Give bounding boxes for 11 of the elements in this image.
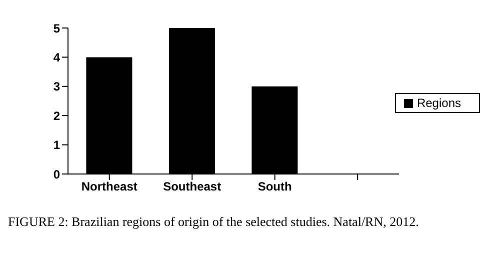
x-tick-label: Northeast (81, 180, 138, 194)
y-tick-label: 2 (53, 108, 60, 123)
y-tick-label: 4 (53, 50, 60, 64)
y-tick-label: 5 (53, 21, 60, 36)
y-tick-label: 1 (53, 138, 60, 152)
y-tick-label: 0 (53, 167, 60, 182)
x-tick-label: Southeast (163, 180, 222, 194)
x-tick-label: South (258, 180, 292, 194)
legend-label: Regions (416, 96, 461, 110)
y-tick-label: 3 (53, 80, 60, 94)
caption: FIGURE 2: Brazilian regions of origin of the selected studies. Natal/RN, 2012. (8, 214, 420, 230)
